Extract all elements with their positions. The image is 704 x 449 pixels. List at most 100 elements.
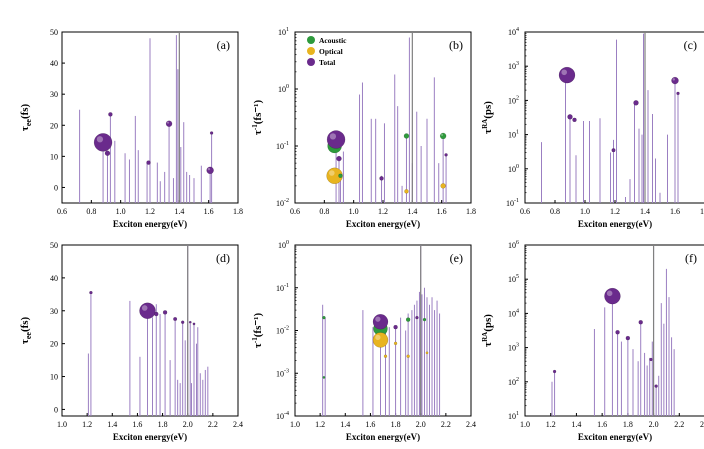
plot-frame bbox=[524, 244, 704, 417]
acoustic-bubble bbox=[439, 132, 447, 140]
panel-c: 0.60.81.01.21.41.61.810-1100101102103104… bbox=[481, 27, 704, 229]
y-tick-label: 100 bbox=[278, 84, 289, 94]
y-axis-superscript: -1 bbox=[251, 337, 259, 343]
optical-bubble bbox=[383, 354, 388, 358]
y-axis-label: τ-1(fs⁻¹) bbox=[251, 100, 264, 136]
bubble-highlight bbox=[166, 121, 170, 124]
acoustic-bubble bbox=[322, 315, 326, 320]
y-tick-exponent: 1 bbox=[516, 130, 519, 136]
y-tick-label: 50 bbox=[50, 241, 58, 250]
y-axis-symbol: τ bbox=[19, 339, 31, 344]
optical-legend-marker bbox=[307, 47, 315, 55]
x-tick-label: 2.2 bbox=[674, 420, 684, 429]
optical-bubble bbox=[326, 167, 343, 185]
y-tick-label: 104 bbox=[508, 308, 519, 318]
total-bubble bbox=[633, 100, 639, 106]
y-tick-exponent: 4 bbox=[516, 308, 519, 314]
optical-bubble bbox=[440, 183, 446, 189]
total-bubble bbox=[162, 310, 168, 315]
x-tick-label: 1.0 bbox=[580, 207, 590, 216]
optical-bubble bbox=[393, 341, 398, 346]
y-axis-unit: (fs⁻¹) bbox=[252, 100, 264, 125]
y-axis-symbol: τ bbox=[252, 343, 264, 348]
x-axis-label: Exciton energy(eV) bbox=[113, 432, 187, 442]
x-tick-label: 1.4 bbox=[107, 420, 117, 429]
y-tick-label: 105 bbox=[508, 274, 519, 284]
x-tick-label: 1.6 bbox=[132, 420, 142, 429]
x-tick-label: 1.2 bbox=[315, 420, 325, 429]
y-tick-label: 20 bbox=[50, 121, 58, 130]
x-tick-label: 1.8 bbox=[391, 420, 401, 429]
y-tick-label: 102 bbox=[508, 377, 519, 387]
total-bubble bbox=[93, 133, 113, 152]
legend-label: Total bbox=[319, 58, 335, 67]
total-bubble bbox=[444, 153, 448, 157]
y-tick-label: 40 bbox=[50, 59, 58, 68]
total-bubble bbox=[572, 117, 577, 123]
y-axis-label: τee(fs) bbox=[19, 316, 33, 344]
y-tick-base: 10 bbox=[278, 28, 286, 37]
x-tick-label: 1.0 bbox=[349, 207, 359, 216]
x-tick-label: 2.0 bbox=[416, 420, 426, 429]
bubble-highlight bbox=[329, 170, 335, 176]
total-bubble bbox=[209, 131, 214, 135]
total-bubble bbox=[165, 120, 173, 127]
y-tick-label: 103 bbox=[508, 61, 519, 71]
y-tick-base: 10 bbox=[276, 369, 284, 378]
y-tick-label: 0 bbox=[54, 405, 58, 414]
x-tick-label: 1.0 bbox=[290, 420, 300, 429]
y-tick-base: 10 bbox=[278, 241, 286, 250]
panel-label: (d) bbox=[216, 251, 230, 265]
y-tick-label: 20 bbox=[50, 340, 58, 349]
total-bubble bbox=[654, 384, 658, 388]
acoustic-bubble bbox=[405, 317, 411, 322]
y-tick-exponent: -2 bbox=[284, 326, 289, 332]
y-axis-symbol: τ bbox=[482, 342, 494, 347]
y-tick-exponent: 5 bbox=[516, 274, 519, 280]
y-axis-symbol: τ bbox=[252, 130, 264, 135]
x-tick-label: 0.6 bbox=[520, 207, 530, 216]
optical-bubble bbox=[404, 189, 409, 194]
x-tick-label: 0.8 bbox=[550, 207, 560, 216]
total-bubble bbox=[146, 160, 151, 165]
total-bubble bbox=[393, 324, 398, 330]
optical-bubble bbox=[425, 351, 429, 355]
panel-label: (c) bbox=[684, 38, 697, 52]
x-tick-label: 0.6 bbox=[290, 207, 300, 216]
total-bubble bbox=[173, 316, 178, 322]
y-tick-label: 101 bbox=[508, 130, 519, 140]
y-tick-label: 101 bbox=[278, 27, 289, 37]
y-tick-base: 10 bbox=[276, 199, 284, 208]
x-tick-label: 1.6 bbox=[437, 207, 447, 216]
y-tick-base: 10 bbox=[508, 165, 516, 174]
total-bubble bbox=[558, 66, 576, 84]
y-axis-unit: (ps) bbox=[482, 101, 494, 119]
y-tick-exponent: -4 bbox=[284, 411, 289, 417]
y-axis-unit: (fs) bbox=[19, 103, 31, 119]
total-bubble bbox=[336, 155, 342, 162]
y-tick-exponent: 4 bbox=[516, 27, 519, 33]
y-tick-exponent: -1 bbox=[514, 198, 519, 204]
acoustic-legend-marker bbox=[307, 36, 315, 44]
bubble-highlight bbox=[207, 167, 211, 171]
y-tick-exponent: 0 bbox=[516, 164, 519, 170]
panel-d: 1.0 1.2 1.4 1.6 1.8 2.0 2.2 2.4 0 10 20 30 40 50 Excit… bbox=[19, 241, 243, 442]
panel-a: 0.6 0.8 1.0 1.2 1.4 1.6 1.8 0 10 20 30 40 50 Exciton … bbox=[19, 28, 243, 229]
bubble-highlight bbox=[561, 69, 567, 76]
total-bubble bbox=[372, 314, 389, 330]
y-tick-label: 10 bbox=[50, 152, 58, 161]
total-bubble bbox=[188, 320, 192, 324]
total-bubble bbox=[625, 335, 631, 341]
y-tick-label: 106 bbox=[508, 240, 519, 250]
y-tick-exponent: 0 bbox=[286, 84, 289, 90]
x-tick-label: 0.8 bbox=[319, 207, 329, 216]
y-tick-label: 10-3 bbox=[276, 368, 289, 378]
y-tick-exponent: 3 bbox=[516, 343, 519, 349]
x-tick-label: 2.4 bbox=[466, 420, 476, 429]
x-tick-label: 2.2 bbox=[208, 420, 218, 429]
y-axis-unit: (ps) bbox=[482, 314, 494, 332]
y-tick-exponent: -2 bbox=[284, 198, 289, 204]
bubble-highlight bbox=[96, 136, 104, 143]
total-bubble bbox=[154, 311, 159, 317]
y-axis-superscript: -1 bbox=[251, 124, 259, 130]
